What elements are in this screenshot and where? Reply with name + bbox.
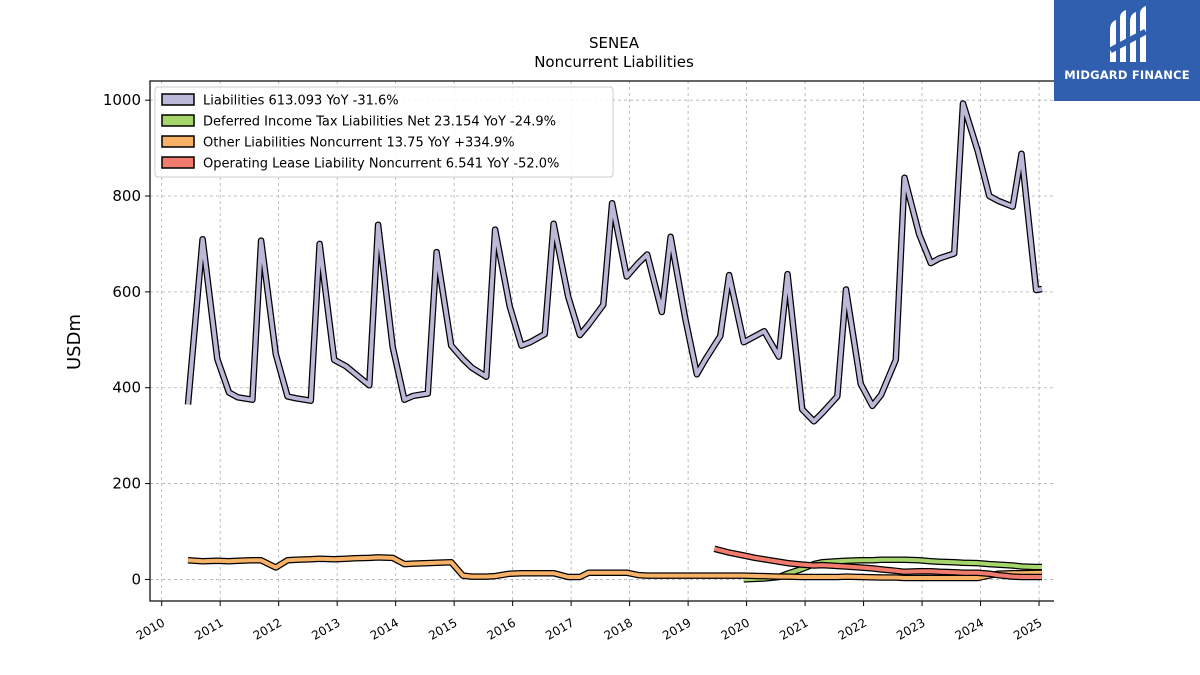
- series-line: [187, 555, 1043, 580]
- midgard-logo-icon: [1108, 6, 1148, 62]
- legend-entry: Operating Lease Liability Noncurrent 6.5…: [203, 157, 559, 172]
- y-tick-label: 400: [112, 379, 141, 397]
- chart-subtitle: Noncurrent Liabilities: [534, 53, 694, 71]
- series-lines: [184, 100, 1043, 583]
- legend-swatch: [161, 156, 195, 169]
- plot-frame: [149, 80, 1054, 602]
- x-tick-label: 2014: [368, 615, 401, 642]
- x-tick-label: 2024: [953, 615, 986, 642]
- series-line: [713, 546, 1042, 579]
- chart: SENEA Noncurrent Liabilities USDm 0 200 40…: [64, 34, 1054, 643]
- x-tick-label: 2023: [894, 615, 927, 642]
- legend: Liabilities 613.093 YoY -31.6% Deferred I…: [154, 86, 614, 178]
- y-tick-label: 0: [131, 570, 141, 588]
- x-tick-label: 2013: [309, 615, 342, 642]
- series-line: [186, 101, 1043, 424]
- y-axis-label: USDm: [64, 314, 85, 370]
- legend-entry: Other Liabilities Noncurrent 13.75 YoY +…: [203, 136, 515, 151]
- x-tick-label: 2015: [426, 615, 459, 642]
- legend-entry: Deferred Income Tax Liabilities Net 23.1…: [203, 115, 556, 130]
- x-tick-label: 2022: [836, 615, 869, 642]
- x-tick-label: 2017: [543, 615, 576, 642]
- series-1: [743, 556, 1042, 583]
- legend-swatch: [161, 93, 195, 106]
- legend-swatch: [161, 135, 195, 148]
- series-2: [187, 554, 1043, 582]
- x-tick-label: 2020: [719, 615, 752, 642]
- brand-name: MIDGARD FINANCE: [1064, 68, 1190, 82]
- series-3: [713, 545, 1042, 581]
- y-tick-label: 1000: [103, 91, 141, 109]
- legend-box: [154, 86, 614, 178]
- x-tick-label: 2025: [1011, 615, 1044, 642]
- x-tick-label: 2019: [660, 615, 693, 642]
- series-line: [743, 557, 1042, 582]
- brand-logo: MIDGARD FINANCE: [1054, 0, 1200, 101]
- legend-entry: Liabilities 613.093 YoY -31.6%: [203, 94, 399, 109]
- x-tick-label: 2016: [485, 615, 518, 642]
- series-0: [184, 100, 1043, 425]
- legend-swatch: [161, 114, 195, 127]
- x-tick-label: 2010: [134, 615, 167, 642]
- x-tick-label: 2021: [777, 615, 810, 642]
- y-tick-label: 600: [112, 283, 141, 301]
- x-tick-label: 2011: [192, 615, 225, 642]
- x-tick-label: 2012: [251, 615, 284, 642]
- chart-title: SENEA: [589, 34, 640, 52]
- y-tick-label: 200: [112, 475, 141, 493]
- y-tick-label: 800: [112, 187, 141, 205]
- x-tick-label: 2018: [602, 615, 635, 642]
